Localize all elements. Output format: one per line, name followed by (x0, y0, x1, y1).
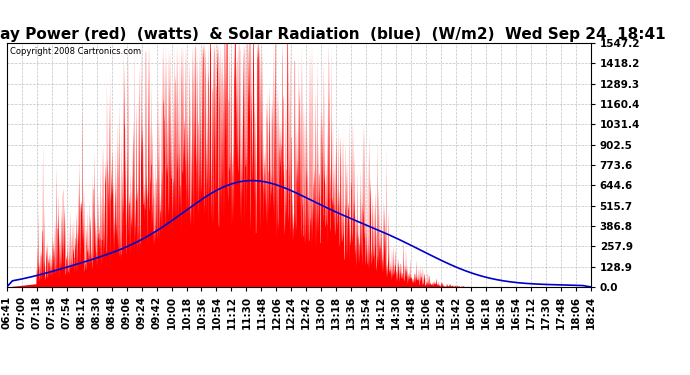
Text: Copyright 2008 Cartronics.com: Copyright 2008 Cartronics.com (10, 47, 141, 56)
Title: East Array Power (red)  (watts)  & Solar Radiation  (blue)  (W/m2)  Wed Sep 24  : East Array Power (red) (watts) & Solar R… (0, 27, 666, 42)
